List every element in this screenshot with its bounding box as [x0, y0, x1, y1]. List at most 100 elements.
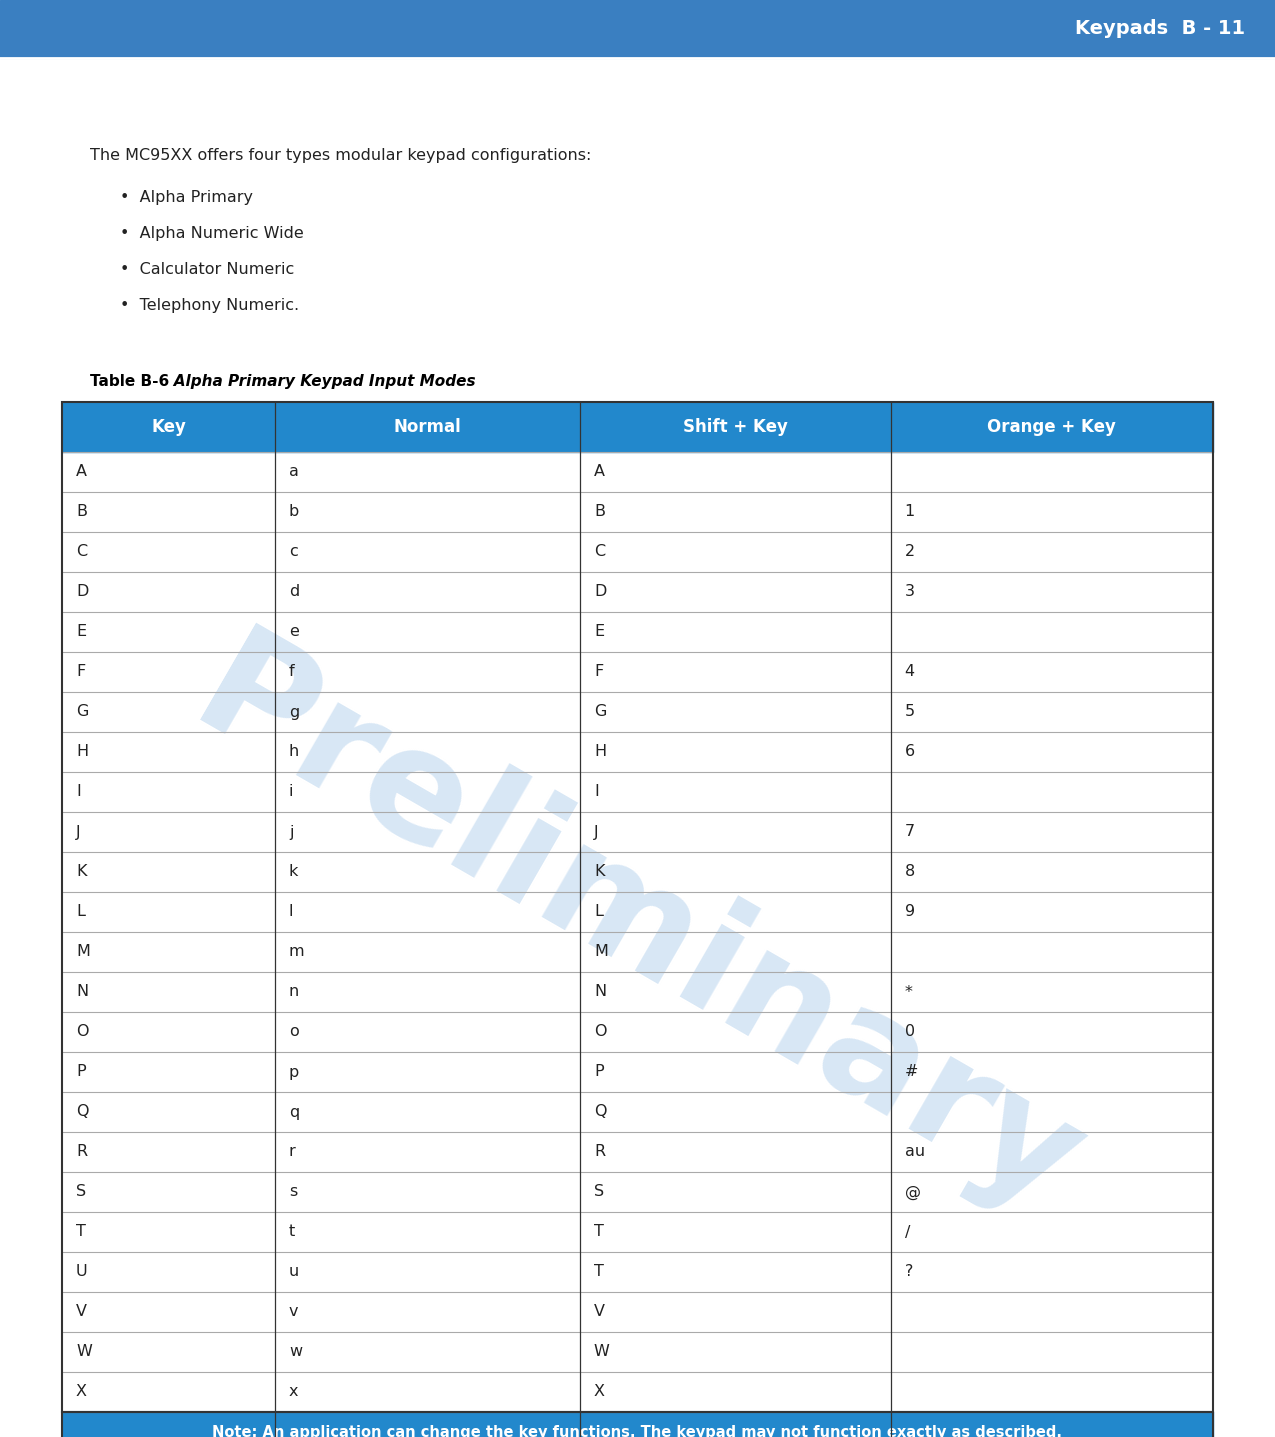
Text: U: U — [76, 1265, 88, 1279]
Text: 3: 3 — [905, 585, 914, 599]
Text: 7: 7 — [905, 825, 915, 839]
Text: Preliminary: Preliminary — [170, 618, 1105, 1246]
Text: d: d — [289, 585, 300, 599]
Text: R: R — [594, 1144, 606, 1160]
Bar — [62, 402, 1213, 453]
Text: P: P — [76, 1065, 85, 1079]
Text: h: h — [289, 744, 300, 760]
Text: W: W — [76, 1345, 92, 1359]
Text: r: r — [289, 1144, 296, 1160]
Text: T: T — [594, 1265, 604, 1279]
Text: D: D — [76, 585, 88, 599]
Text: H: H — [594, 744, 606, 760]
Text: W: W — [594, 1345, 609, 1359]
Text: T: T — [594, 1224, 604, 1240]
Text: u: u — [289, 1265, 300, 1279]
Text: Table B-6: Table B-6 — [91, 374, 170, 389]
Text: /: / — [905, 1224, 910, 1240]
Text: Shift + Key: Shift + Key — [683, 418, 788, 435]
Text: V: V — [594, 1305, 604, 1319]
Text: @: @ — [905, 1184, 921, 1200]
Text: I: I — [594, 785, 599, 799]
Text: F: F — [76, 664, 85, 680]
Text: Q: Q — [76, 1105, 88, 1119]
Text: X: X — [594, 1384, 604, 1400]
Text: L: L — [594, 904, 603, 920]
Text: S: S — [76, 1184, 87, 1200]
Text: q: q — [289, 1105, 300, 1119]
Text: Note: An application can change the key functions. The keypad may not function e: Note: An application can change the key … — [213, 1424, 1062, 1437]
Text: l: l — [289, 904, 293, 920]
Text: 5: 5 — [905, 704, 915, 720]
Text: t: t — [289, 1224, 296, 1240]
Text: c: c — [289, 545, 297, 559]
Text: J: J — [76, 825, 80, 839]
Text: P: P — [594, 1065, 603, 1079]
Text: B: B — [594, 504, 604, 520]
Text: Normal: Normal — [394, 418, 462, 435]
Text: D: D — [594, 585, 607, 599]
Text: a: a — [289, 464, 298, 480]
Text: p: p — [289, 1065, 300, 1079]
Text: 0: 0 — [905, 1025, 915, 1039]
Text: R: R — [76, 1144, 87, 1160]
Text: •  Alpha Numeric Wide: • Alpha Numeric Wide — [120, 226, 303, 241]
Text: The MC95XX offers four types modular keypad configurations:: The MC95XX offers four types modular key… — [91, 148, 592, 162]
Text: C: C — [594, 545, 606, 559]
Text: Keypads  B - 11: Keypads B - 11 — [1075, 20, 1244, 39]
Text: n: n — [289, 984, 300, 1000]
Text: #: # — [905, 1065, 918, 1079]
Text: C: C — [76, 545, 87, 559]
Text: K: K — [76, 865, 87, 879]
Bar — [62, 1413, 1213, 1437]
Text: g: g — [289, 704, 300, 720]
Text: Alpha Primary Keypad Input Modes: Alpha Primary Keypad Input Modes — [158, 374, 476, 389]
Text: N: N — [594, 984, 606, 1000]
Text: E: E — [76, 625, 87, 639]
Text: e: e — [289, 625, 298, 639]
Text: O: O — [76, 1025, 88, 1039]
Text: X: X — [76, 1384, 87, 1400]
Bar — [62, 402, 1213, 1413]
Text: m: m — [289, 944, 305, 960]
Text: f: f — [289, 664, 295, 680]
Bar — [62, 1413, 1213, 1437]
Text: o: o — [289, 1025, 298, 1039]
Text: •  Telephony Numeric.: • Telephony Numeric. — [120, 297, 300, 313]
Text: ?: ? — [905, 1265, 913, 1279]
Text: A: A — [594, 464, 604, 480]
Text: N: N — [76, 984, 88, 1000]
Text: Q: Q — [594, 1105, 607, 1119]
Text: G: G — [594, 704, 607, 720]
Text: 9: 9 — [905, 904, 915, 920]
Text: I: I — [76, 785, 80, 799]
Text: L: L — [76, 904, 85, 920]
Text: •  Alpha Primary: • Alpha Primary — [120, 190, 252, 205]
Text: K: K — [594, 865, 604, 879]
Text: *: * — [905, 984, 913, 1000]
Text: J: J — [594, 825, 598, 839]
Text: v: v — [289, 1305, 298, 1319]
Text: V: V — [76, 1305, 87, 1319]
Text: •  Calculator Numeric: • Calculator Numeric — [120, 262, 295, 277]
Text: w: w — [289, 1345, 302, 1359]
Text: x: x — [289, 1384, 298, 1400]
Text: 2: 2 — [905, 545, 915, 559]
Text: 1: 1 — [905, 504, 915, 520]
Bar — [0, 0, 1275, 57]
Text: E: E — [594, 625, 604, 639]
Text: k: k — [289, 865, 298, 879]
Text: M: M — [76, 944, 89, 960]
Text: S: S — [594, 1184, 604, 1200]
Text: 6: 6 — [905, 744, 915, 760]
Text: G: G — [76, 704, 88, 720]
Text: O: O — [594, 1025, 607, 1039]
Text: au: au — [905, 1144, 924, 1160]
Text: j: j — [289, 825, 293, 839]
Text: B: B — [76, 504, 87, 520]
Text: Orange + Key: Orange + Key — [987, 418, 1117, 435]
Text: 8: 8 — [905, 865, 915, 879]
Text: Key: Key — [150, 418, 186, 435]
Text: b: b — [289, 504, 300, 520]
Text: M: M — [594, 944, 608, 960]
